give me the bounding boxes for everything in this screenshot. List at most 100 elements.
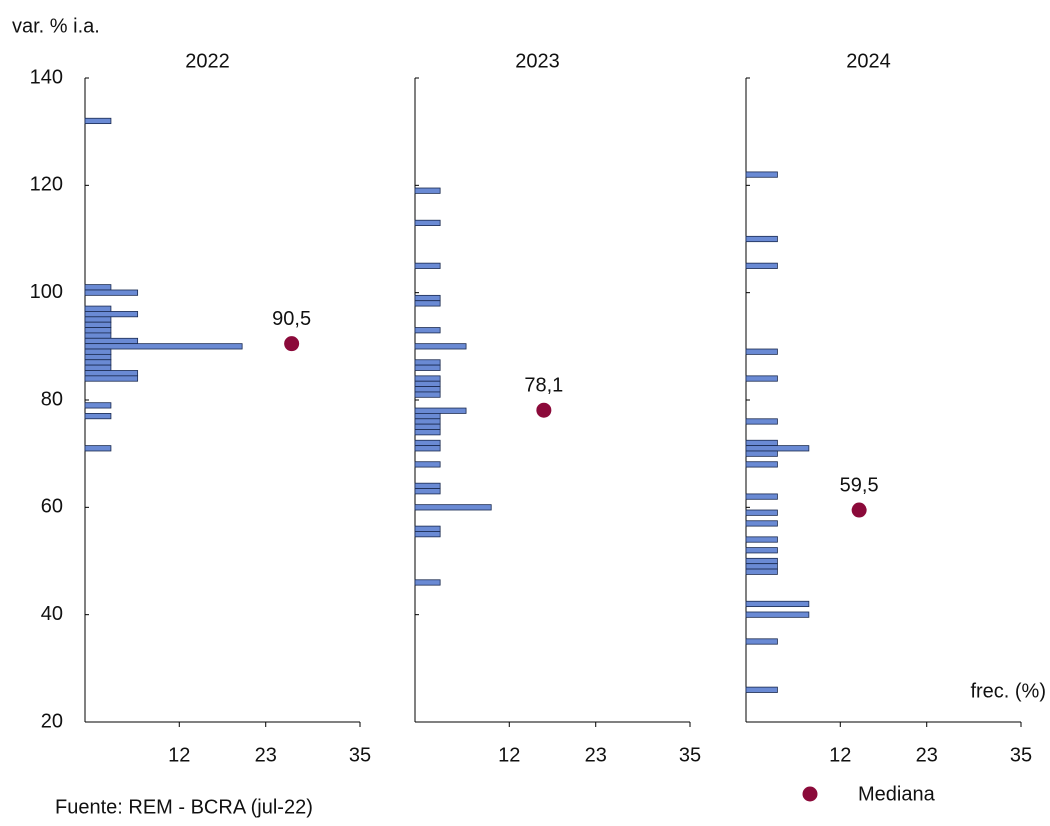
bar bbox=[745, 418, 778, 425]
bar bbox=[414, 482, 441, 489]
x-axis-label: frec. (%) bbox=[970, 680, 1046, 702]
y-tick-label: 140 bbox=[30, 66, 63, 88]
x-tick-label: 35 bbox=[1010, 744, 1032, 766]
x-tick-label: 12 bbox=[498, 744, 520, 766]
bar bbox=[84, 359, 112, 366]
bar bbox=[414, 219, 441, 226]
bar bbox=[745, 445, 810, 452]
y-tick-label: 60 bbox=[41, 496, 63, 518]
panel-title: 2024 bbox=[846, 50, 891, 72]
bar bbox=[84, 316, 112, 323]
bar bbox=[84, 321, 112, 328]
bar bbox=[84, 289, 139, 296]
bar bbox=[745, 563, 778, 570]
bar bbox=[84, 402, 112, 409]
median-point bbox=[284, 336, 300, 352]
median-label: 78,1 bbox=[524, 374, 563, 396]
bar bbox=[84, 343, 243, 350]
x-tick-label: 23 bbox=[916, 744, 938, 766]
bar bbox=[745, 638, 778, 645]
bar bbox=[745, 520, 778, 527]
x-tick-label: 12 bbox=[168, 744, 190, 766]
bar bbox=[745, 375, 778, 382]
bar bbox=[84, 348, 112, 355]
bar bbox=[414, 488, 441, 495]
median-label: 90,5 bbox=[272, 308, 311, 330]
bar bbox=[414, 504, 492, 511]
x-tick-label: 35 bbox=[679, 744, 701, 766]
bar bbox=[745, 568, 778, 575]
bar bbox=[84, 117, 112, 125]
median-point bbox=[536, 402, 552, 418]
bar bbox=[745, 262, 778, 269]
bar bbox=[414, 461, 441, 468]
bar bbox=[745, 171, 778, 178]
bar bbox=[414, 380, 441, 387]
y-tick-label: 80 bbox=[41, 388, 63, 410]
bar bbox=[745, 611, 810, 618]
bar bbox=[414, 391, 441, 398]
bar bbox=[414, 343, 467, 350]
panel-title: 2022 bbox=[185, 50, 230, 72]
bar bbox=[414, 300, 441, 307]
bar bbox=[414, 294, 441, 302]
bar bbox=[414, 579, 441, 586]
bar bbox=[84, 364, 112, 371]
bar bbox=[414, 413, 441, 420]
bar bbox=[745, 536, 778, 543]
bar bbox=[745, 509, 778, 516]
bar bbox=[84, 305, 112, 312]
bar bbox=[84, 284, 112, 291]
bar bbox=[414, 187, 441, 194]
bar bbox=[414, 423, 441, 430]
bar bbox=[84, 375, 139, 382]
bar bbox=[745, 450, 778, 457]
median-label: 59,5 bbox=[840, 474, 879, 496]
bar bbox=[745, 461, 778, 468]
bar bbox=[84, 353, 112, 361]
bar bbox=[745, 686, 778, 693]
bar bbox=[414, 327, 441, 334]
y-tick-label: 40 bbox=[41, 603, 63, 625]
bar bbox=[414, 364, 441, 371]
bar bbox=[745, 600, 810, 608]
bar bbox=[414, 418, 441, 425]
bar bbox=[414, 531, 441, 538]
bar bbox=[84, 332, 112, 339]
bar bbox=[84, 445, 112, 452]
bar bbox=[84, 370, 139, 377]
median-point bbox=[851, 502, 867, 518]
bar bbox=[414, 386, 441, 393]
legend-marker bbox=[802, 786, 818, 802]
y-axis-label: var. % i.a. bbox=[12, 15, 100, 37]
bar bbox=[745, 557, 778, 565]
bar bbox=[745, 348, 778, 355]
bar bbox=[84, 413, 112, 420]
y-tick-label: 100 bbox=[30, 281, 63, 303]
bar bbox=[745, 439, 778, 447]
source-note: Fuente: REM - BCRA (jul-22) bbox=[55, 796, 313, 818]
y-tick-label: 120 bbox=[30, 174, 63, 196]
legend-label: Mediana bbox=[858, 783, 936, 805]
y-tick-label: 20 bbox=[41, 710, 63, 732]
bar bbox=[414, 359, 441, 366]
x-tick-label: 35 bbox=[349, 744, 371, 766]
bar bbox=[84, 327, 112, 334]
bar bbox=[745, 493, 778, 500]
bar bbox=[745, 235, 778, 243]
bar bbox=[745, 547, 778, 554]
bar bbox=[84, 337, 139, 345]
bar bbox=[414, 439, 441, 447]
bar bbox=[414, 429, 441, 436]
bar bbox=[84, 311, 139, 318]
bar bbox=[414, 375, 441, 382]
bar bbox=[414, 525, 441, 532]
bar bbox=[414, 262, 441, 269]
x-tick-label: 23 bbox=[585, 744, 607, 766]
x-tick-label: 23 bbox=[255, 744, 277, 766]
x-tick-label: 12 bbox=[829, 744, 851, 766]
bar bbox=[414, 445, 441, 452]
panel-title: 2023 bbox=[515, 50, 560, 72]
bar bbox=[414, 407, 467, 414]
